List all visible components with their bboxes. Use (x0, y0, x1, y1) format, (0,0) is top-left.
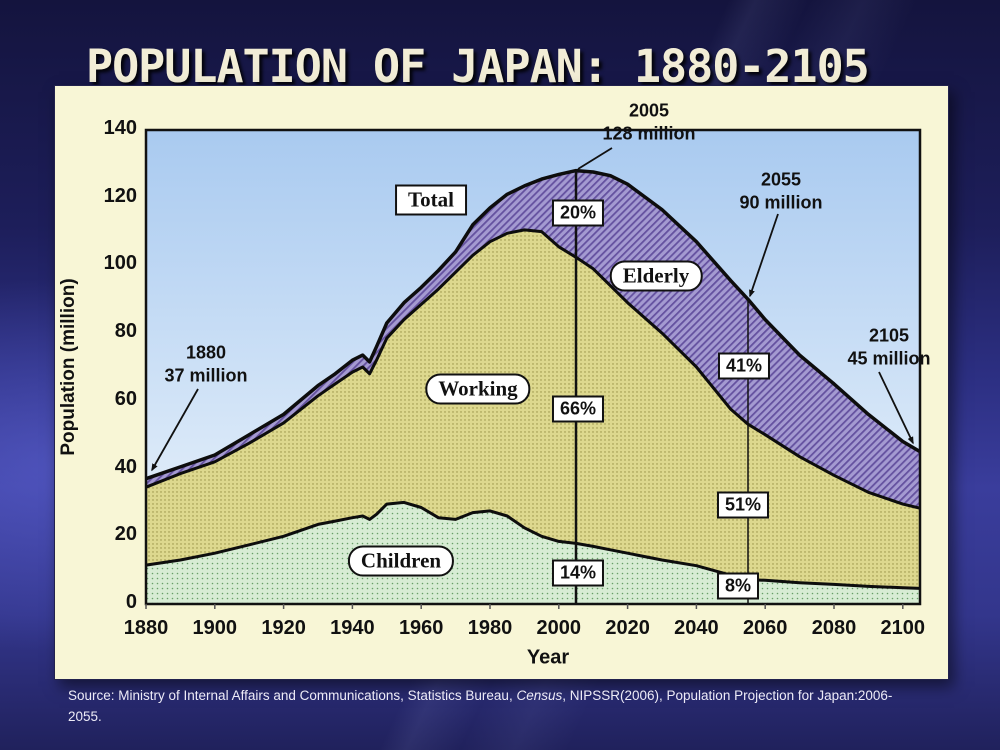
source-note: Source: Ministry of Internal Affairs and… (68, 686, 926, 728)
label-working: Working (425, 373, 531, 405)
x-axis-ticks: 1880 1900 1920 1940 1960 1980 2000 2020 2040 2060… (55, 86, 948, 679)
x-tick-2040: 2040 (674, 617, 719, 639)
label-children: Children (347, 545, 455, 577)
line-working-top (145, 228, 921, 510)
percent-working-2005: 66% (551, 395, 605, 423)
annotation-2105-year: 2105 (868, 325, 910, 346)
percent-working-2055: 51% (716, 491, 770, 519)
x-tick-1940: 1940 (330, 617, 375, 639)
x-axis-title: Year (526, 646, 570, 669)
label-total: Total (395, 184, 467, 216)
annotation-1880-value: 37 million (164, 365, 248, 385)
annotation-2105: 2105 45 million (847, 325, 930, 370)
annotation-pointer-0 (151, 388, 199, 472)
source-text-italic: Census (516, 688, 563, 703)
annotation-pointer-1 (577, 147, 613, 170)
y-tick-20: 20 (114, 523, 137, 546)
x-tick-2100: 2100 (880, 617, 926, 639)
percent-children-2005: 14% (551, 559, 605, 587)
annotation-2005: 2005 128 million (602, 100, 695, 145)
y-tick-0: 0 (125, 591, 137, 613)
percent-children-2055: 8% (716, 572, 760, 600)
annotation-2055-value: 90 million (739, 192, 823, 212)
percent-elderly-2005: 20% (551, 199, 605, 227)
annotation-2005-value: 128 million (602, 123, 696, 143)
population-area-chart (144, 128, 922, 609)
y-tick-60: 60 (114, 387, 137, 410)
x-tick-1980: 1980 (467, 617, 513, 639)
y-tick-120: 120 (103, 184, 137, 207)
y-tick-140: 140 (103, 117, 137, 139)
y-axis-ticks: 0 20 40 60 80 100 120 140 (55, 86, 948, 679)
x-tick-1900: 1900 (192, 617, 238, 639)
annotation-pointer-3 (878, 371, 914, 445)
annotation-2055-year: 2055 (760, 169, 802, 190)
annotation-1880: 1880 37 million (164, 342, 247, 387)
y-tick-40: 40 (114, 455, 137, 478)
x-tick-1920: 1920 (261, 617, 306, 639)
chart-panel: Population (million) Year 0 20 40 60 80 100 12… (54, 85, 949, 680)
y-tick-100: 100 (103, 252, 137, 275)
plot-border (144, 128, 922, 606)
annotation-2105-value: 45 million (847, 348, 931, 368)
y-tick-80: 80 (114, 320, 137, 343)
percent-elderly-2055: 41% (717, 352, 771, 380)
source-text-prefix: Source: Ministry of Internal Affairs and… (68, 688, 517, 703)
x-tick-1880: 1880 (123, 617, 169, 639)
annotation-2005-year: 2005 (628, 100, 670, 121)
annotation-2055: 2055 90 million (739, 169, 822, 214)
x-tick-2000: 2000 (536, 617, 582, 639)
annotation-pointer-2 (749, 213, 779, 298)
source-text-suffix: , NIPSSR(2006), Population Projection fo… (68, 688, 893, 724)
annotation-1880-year: 1880 (185, 342, 227, 363)
x-tick-2020: 2020 (605, 617, 650, 639)
x-tick-2060: 2060 (742, 617, 788, 639)
line-total (145, 168, 921, 481)
label-elderly: Elderly (609, 260, 703, 292)
area-elderly (146, 170, 920, 509)
x-tick-2080: 2080 (811, 617, 857, 639)
x-tick-1960: 1960 (398, 617, 444, 639)
slide-title: POPULATION OF JAPAN: 1880-2105 (86, 40, 870, 93)
